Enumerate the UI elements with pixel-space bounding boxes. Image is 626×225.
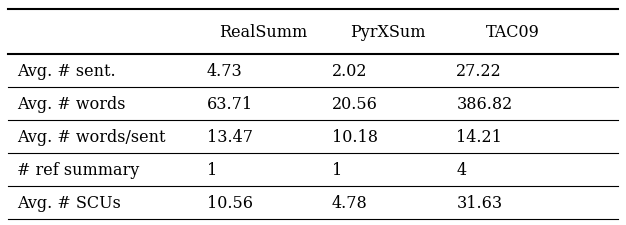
Text: Avg. # words/sent: Avg. # words/sent (17, 128, 165, 145)
Text: 4.73: 4.73 (207, 63, 243, 80)
Text: 10.18: 10.18 (332, 128, 377, 145)
Text: # ref summary: # ref summary (17, 161, 139, 178)
Text: 27.22: 27.22 (456, 63, 502, 80)
Text: PyrXSum: PyrXSum (350, 24, 426, 41)
Text: 2.02: 2.02 (332, 63, 367, 80)
Text: 1: 1 (207, 161, 217, 178)
Text: Avg. # words: Avg. # words (17, 96, 125, 112)
Text: Avg. # sent.: Avg. # sent. (17, 63, 116, 80)
Text: 31.63: 31.63 (456, 194, 503, 211)
Text: 63.71: 63.71 (207, 96, 253, 112)
Text: TAC09: TAC09 (486, 24, 540, 41)
Text: Avg. # SCUs: Avg. # SCUs (17, 194, 121, 211)
Text: 4.78: 4.78 (332, 194, 367, 211)
Text: 386.82: 386.82 (456, 96, 513, 112)
Text: 4: 4 (456, 161, 466, 178)
Text: 13.47: 13.47 (207, 128, 253, 145)
Text: 1: 1 (332, 161, 342, 178)
Text: 14.21: 14.21 (456, 128, 502, 145)
Text: 10.56: 10.56 (207, 194, 253, 211)
Text: RealSumm: RealSumm (219, 24, 307, 41)
Text: 20.56: 20.56 (332, 96, 377, 112)
